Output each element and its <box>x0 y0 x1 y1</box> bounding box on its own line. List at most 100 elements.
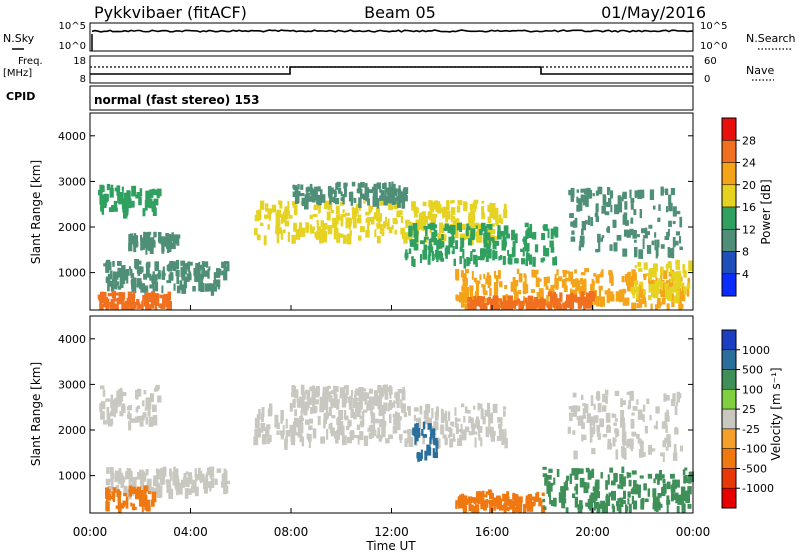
power-cells-cell <box>432 201 438 210</box>
nsky-tick-bottom: 10^0 <box>59 41 86 52</box>
vel-cells-cell <box>590 395 594 406</box>
vel-cells-cell <box>389 400 393 411</box>
power-cells-cell <box>510 281 515 292</box>
power-cells-cell <box>496 275 499 283</box>
vel-cells-cell <box>639 475 644 479</box>
vel-cells-cell <box>488 417 491 428</box>
power-cells-cell <box>264 214 269 219</box>
power-cells-cell <box>376 213 380 222</box>
vel-cells-cell <box>631 470 637 475</box>
power-cells-cell <box>322 225 326 236</box>
vel-cells-cell <box>655 496 660 506</box>
power-cells-cell <box>403 190 408 199</box>
vel-cells-cell <box>626 438 631 447</box>
vel-cells-cell <box>276 422 280 429</box>
power-cells-cell <box>575 285 579 292</box>
power-cells-cell <box>110 190 113 195</box>
vel-cells-cell <box>261 434 267 445</box>
power-cells-cell <box>437 250 443 258</box>
vel-cells-cell <box>370 412 376 424</box>
colorbar-block <box>721 140 737 163</box>
vel-cells-cell <box>462 429 467 441</box>
vel-cells-cell <box>582 434 587 441</box>
vel-cells-cell <box>300 417 305 421</box>
nave-tick-top: 60 <box>704 56 717 67</box>
vel-cells-cell <box>565 480 568 489</box>
power-cells-cell <box>654 280 659 291</box>
power-cells-cell <box>353 197 357 203</box>
power-cells-cell <box>422 211 426 222</box>
vel-cells-cell <box>314 399 319 405</box>
power-cells-cell <box>339 233 344 238</box>
power-cells-cell <box>423 244 428 254</box>
vel-cells-cell <box>544 477 548 486</box>
ytick-label: 3000 <box>58 175 86 188</box>
power-cells-cell <box>503 209 508 219</box>
power-cells-cell <box>360 182 365 188</box>
vel-cells-cell <box>147 407 151 417</box>
power-cells-cell <box>427 211 433 220</box>
power-cells-cell <box>675 292 680 304</box>
power-cells-cell <box>344 183 347 194</box>
vel-cells-cell <box>552 497 557 507</box>
power-cells-cell <box>153 231 157 238</box>
vel-cells-cell <box>463 429 467 435</box>
power-cells-cell <box>495 240 500 246</box>
vel-cells-cell <box>484 409 490 417</box>
power-cells-cell <box>462 233 466 241</box>
vel-cells-cell <box>414 435 417 445</box>
power-cells-cell <box>638 268 643 272</box>
vel-cells-cell <box>152 404 157 412</box>
vel-cells-cell <box>398 434 403 440</box>
power-cells-cell <box>634 239 637 243</box>
vel-cells-cell <box>656 475 660 485</box>
power-cells-cell <box>335 231 339 235</box>
vel-cells-cell <box>414 423 418 434</box>
power-cells-cell <box>541 233 545 241</box>
vel-cells-cell <box>125 496 129 501</box>
vel-cells-cell <box>258 408 261 420</box>
vel-cells-cell <box>631 495 634 505</box>
power-cells-cell <box>479 298 484 305</box>
power-cells-cell <box>595 190 599 196</box>
vel-cells-cell <box>587 482 590 489</box>
power-cells-cell <box>309 224 312 230</box>
vel-cells-cell <box>481 491 484 499</box>
vel-cells-cell <box>300 410 303 418</box>
power-cells-cell <box>618 289 624 294</box>
power-cells-cell <box>227 261 230 272</box>
power-cells-cell <box>300 193 305 197</box>
vel-cells-cell <box>630 419 635 429</box>
power-cells-cell <box>113 206 116 211</box>
vel-cells-cell <box>169 471 172 481</box>
power-cells-cell <box>550 284 555 296</box>
vel-cells-cell <box>626 391 630 395</box>
power-cells-cell <box>629 228 634 236</box>
power-cells-cell <box>497 270 501 279</box>
power-cells-cell <box>579 240 585 248</box>
vel-cells-cell <box>487 402 491 412</box>
vel-cells-cell <box>503 410 506 417</box>
power-cells-cell <box>201 271 205 279</box>
power-cells-cell <box>460 237 465 248</box>
colorbar-block <box>721 448 737 469</box>
vel-cells-cell <box>400 399 403 409</box>
colorbar-tick-label: 12 <box>742 223 756 236</box>
vel-cells-cell <box>571 468 576 476</box>
power-cells-cell <box>144 232 148 238</box>
vel-cells-cell <box>319 396 323 407</box>
xtick-label: 12:00 <box>374 525 409 539</box>
power-cells-cell <box>610 205 613 213</box>
power-cells-cell <box>526 284 529 294</box>
vel-cells-cell <box>353 412 357 420</box>
power-cells-cell <box>646 273 649 277</box>
power-cells-cell <box>652 269 657 278</box>
vel-cells-cell <box>666 434 671 443</box>
power-cells-cell <box>140 237 146 244</box>
vel-cells-cell <box>573 450 578 460</box>
ytick-label: 1000 <box>58 267 86 280</box>
power-cells-cell <box>184 276 190 282</box>
power-cells-cell <box>371 186 377 192</box>
power-cells-cell <box>136 284 140 288</box>
power-cells-cell <box>509 300 512 304</box>
